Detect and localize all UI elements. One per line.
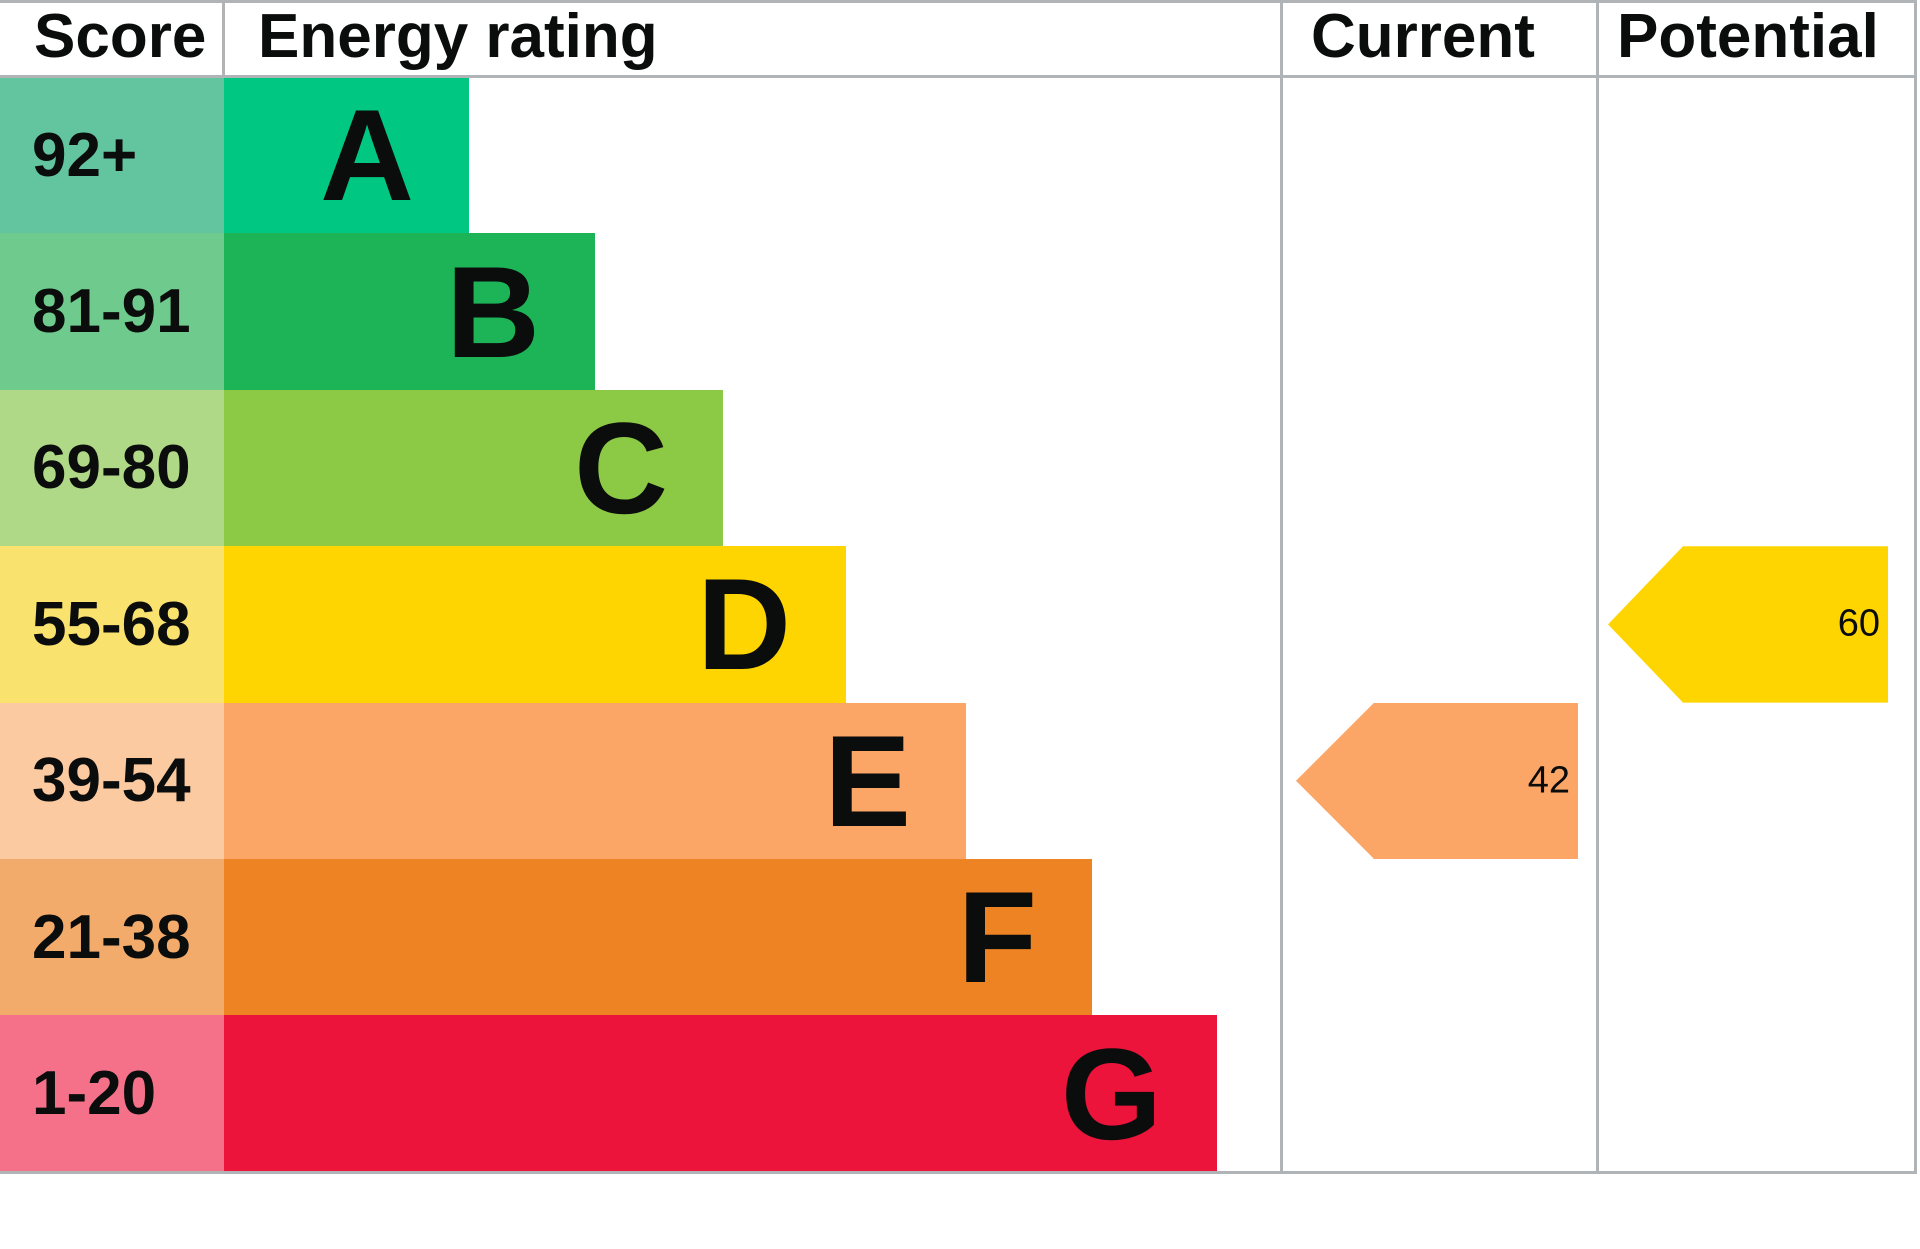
rating-bar-f: F — [224, 858, 1092, 1016]
current-column-divider — [1280, 0, 1283, 1174]
band-row-e: 39-54 E — [0, 702, 1217, 859]
rating-bar-d: D — [224, 546, 846, 703]
band-row-c: 69-80 C — [0, 389, 1217, 547]
score-label: 55-68 — [0, 546, 224, 703]
potential-rating-value: 60 — [1837, 602, 1880, 645]
current-rating-arrow: 42 — [1296, 702, 1578, 859]
score-label: 1-20 — [0, 1015, 224, 1172]
band-row-a: 92+ A — [0, 77, 1217, 234]
band-letter: A — [320, 82, 414, 229]
header-score: Score — [34, 2, 207, 71]
score-label: 21-38 — [0, 858, 224, 1016]
score-column-divider — [222, 0, 225, 78]
potential-rating-arrow: 60 — [1608, 546, 1888, 703]
band-letter: G — [1060, 1020, 1162, 1167]
header-bottom-border — [0, 75, 1917, 78]
rating-bar-b: B — [224, 233, 595, 390]
table-right-border — [1914, 0, 1917, 1174]
rating-bar-e: E — [224, 702, 966, 859]
band-row-g: 1-20 G — [0, 1015, 1217, 1172]
table-top-border — [0, 0, 1917, 3]
potential-column-divider — [1596, 0, 1599, 1174]
header-row: Score Energy rating Current Potential — [0, 0, 1920, 77]
band-row-d: 55-68 D — [0, 546, 1217, 703]
score-label: 92+ — [0, 77, 224, 234]
band-letter: B — [446, 238, 540, 385]
band-row-f: 21-38 F — [0, 858, 1217, 1016]
table-bottom-border — [0, 1171, 1917, 1174]
band-letter: F — [957, 864, 1037, 1011]
band-letter: E — [824, 707, 911, 854]
rating-bar-c: C — [224, 389, 723, 547]
header-potential: Potential — [1617, 2, 1879, 71]
score-label: 81-91 — [0, 233, 224, 390]
current-rating-value: 42 — [1527, 759, 1570, 802]
score-label: 39-54 — [0, 702, 224, 859]
band-rows: 92+ A 81-91 B 69-80 C 55-68 D 39-54 E 21… — [0, 77, 1217, 1172]
header-current: Current — [1311, 2, 1535, 71]
header-energy-rating: Energy rating — [258, 2, 658, 71]
rating-bar-g: G — [224, 1015, 1217, 1172]
band-letter: C — [574, 394, 668, 541]
band-letter: D — [697, 551, 791, 698]
band-row-b: 81-91 B — [0, 233, 1217, 390]
score-label: 69-80 — [0, 389, 224, 547]
rating-bar-a: A — [224, 77, 469, 234]
